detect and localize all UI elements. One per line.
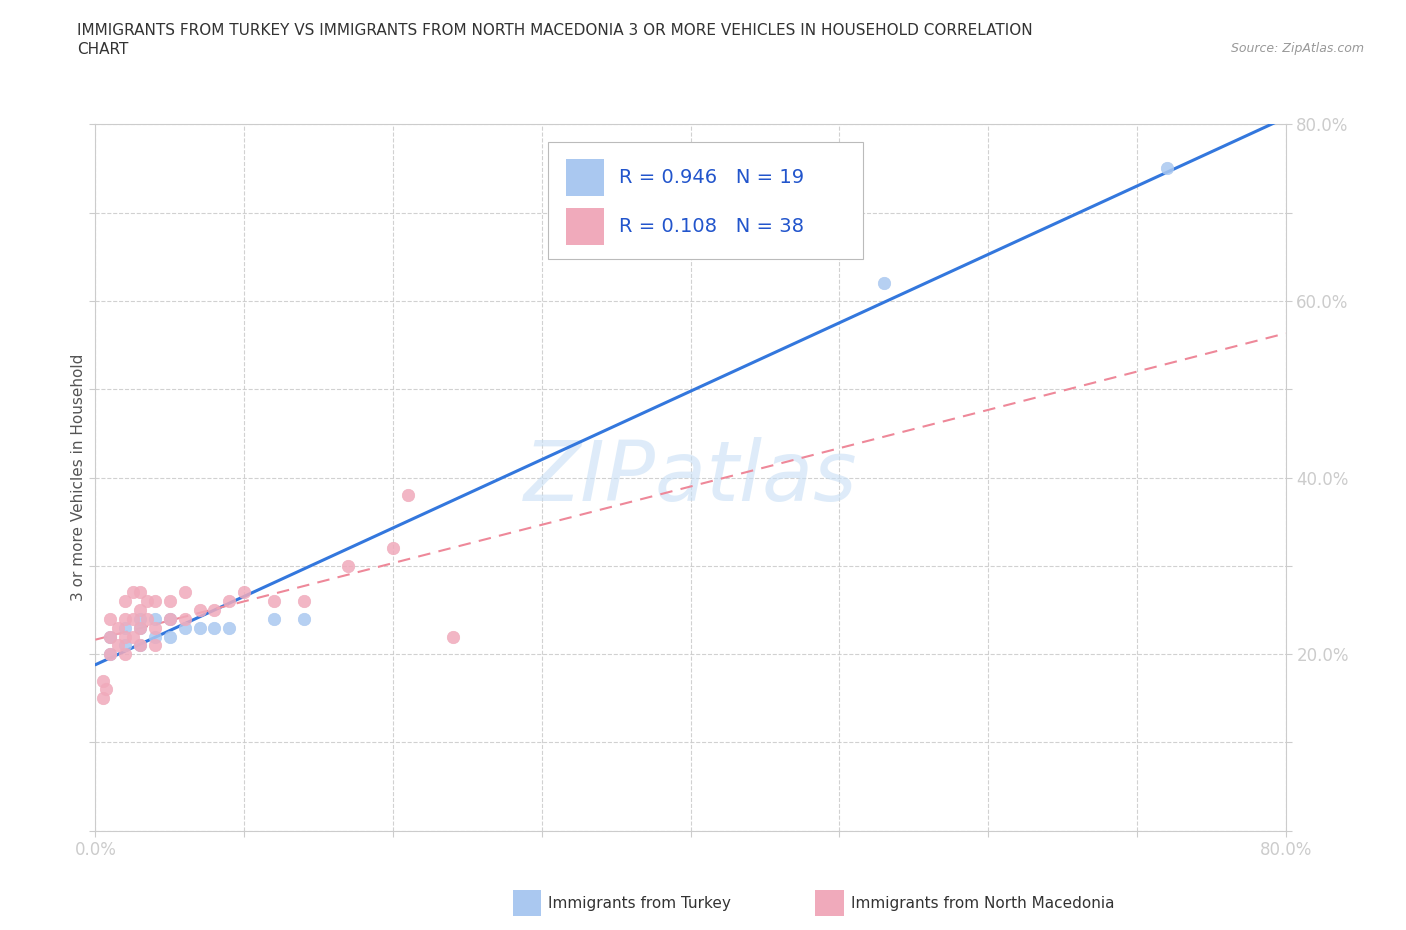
Point [143, 611, 166, 626]
Point [114, 611, 136, 626]
Point [98, 629, 121, 644]
Point [218, 620, 240, 635]
Point [114, 638, 136, 653]
Text: Source: ZipAtlas.com: Source: ZipAtlas.com [1230, 42, 1364, 55]
FancyBboxPatch shape [565, 208, 603, 246]
Point [121, 611, 143, 626]
Point [136, 611, 159, 626]
FancyBboxPatch shape [565, 159, 603, 195]
Point [114, 646, 136, 661]
Point [136, 593, 159, 608]
Text: R = 0.946   N = 19: R = 0.946 N = 19 [619, 167, 804, 187]
Point [292, 593, 315, 608]
FancyBboxPatch shape [548, 142, 863, 259]
Point [114, 629, 136, 644]
Point [143, 629, 166, 644]
Point [129, 638, 152, 653]
Point [233, 585, 256, 600]
Point [159, 593, 181, 608]
Point [121, 629, 143, 644]
Point [188, 603, 211, 618]
Point [173, 611, 195, 626]
Point [98, 646, 121, 661]
Point [204, 620, 226, 635]
Point [107, 638, 129, 653]
Point [98, 629, 121, 644]
Point [218, 593, 240, 608]
Point [1156, 161, 1178, 176]
Point [114, 593, 136, 608]
Point [129, 620, 152, 635]
Text: CHART: CHART [77, 42, 129, 57]
Text: ZIPatlas: ZIPatlas [524, 437, 858, 518]
Point [159, 611, 181, 626]
Text: R = 0.108   N = 38: R = 0.108 N = 38 [619, 218, 804, 236]
Point [98, 646, 121, 661]
Point [188, 620, 211, 635]
Point [114, 620, 136, 635]
Point [107, 620, 129, 635]
Point [129, 611, 152, 626]
Point [143, 593, 166, 608]
Point [441, 629, 464, 644]
Point [337, 558, 360, 573]
Point [263, 593, 285, 608]
Point [159, 629, 181, 644]
Text: IMMIGRANTS FROM TURKEY VS IMMIGRANTS FROM NORTH MACEDONIA 3 OR MORE VEHICLES IN : IMMIGRANTS FROM TURKEY VS IMMIGRANTS FRO… [77, 23, 1033, 38]
Text: Immigrants from Turkey: Immigrants from Turkey [548, 896, 731, 910]
Point [204, 603, 226, 618]
Point [91, 691, 114, 706]
Point [873, 276, 896, 291]
Point [129, 620, 152, 635]
Point [121, 585, 143, 600]
Point [98, 611, 121, 626]
Point [173, 585, 195, 600]
Point [159, 611, 181, 626]
Y-axis label: 3 or more Vehicles in Household: 3 or more Vehicles in Household [72, 353, 86, 601]
Point [143, 638, 166, 653]
Text: Immigrants from North Macedonia: Immigrants from North Macedonia [851, 896, 1114, 910]
Point [143, 620, 166, 635]
Point [292, 611, 315, 626]
Point [173, 620, 195, 635]
Point [396, 487, 419, 502]
Point [382, 540, 405, 555]
Point [129, 638, 152, 653]
Point [263, 611, 285, 626]
Point [91, 673, 114, 688]
Point [94, 682, 117, 697]
Point [129, 585, 152, 600]
Point [129, 603, 152, 618]
